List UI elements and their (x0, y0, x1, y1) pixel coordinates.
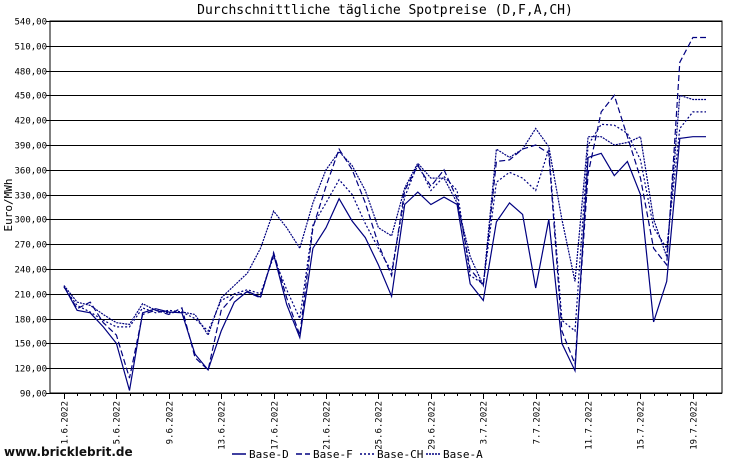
legend: Base-D Base-F Base-CH Base-A (232, 448, 483, 461)
legend-label: Base-CH (377, 448, 423, 461)
x-tick-label: 3.7.2022 (480, 401, 490, 444)
x-tick-label: 19.7.2022 (690, 401, 700, 450)
y-tick-label: 120,00 (14, 365, 47, 375)
plot-frame (49, 20, 723, 394)
x-tick-label: 17.6.2022 (271, 401, 281, 450)
y-tick-label: 330,00 (14, 192, 47, 202)
series-line-base-ch (63, 111, 706, 333)
y-tick-label: 480,00 (14, 68, 47, 78)
y-tick-label: 510,00 (14, 43, 47, 53)
y-tick-label: 90,00 (20, 390, 47, 400)
series-lines (63, 36, 706, 391)
grid-lines (46, 20, 723, 399)
legend-label: Base-A (443, 448, 483, 461)
x-tick-label: 25.6.2022 (375, 401, 385, 450)
x-tick-label: 29.6.2022 (428, 401, 438, 450)
x-tick-label: 5.6.2022 (113, 401, 123, 444)
y-tick-label: 210,00 (14, 291, 47, 301)
y-tick-labels: 90,00 120,00 150,00 180,00 210,00 240,00 270,0… (14, 18, 47, 400)
series-line-base-d (63, 136, 706, 391)
series-line-base-f (63, 36, 706, 379)
y-tick-label: 360,00 (14, 167, 47, 177)
chart-title: Durchschnittliche tägliche Spotpreise (D… (197, 3, 573, 18)
y-tick-label: 420,00 (14, 117, 47, 127)
y-tick-label: 540,00 (14, 18, 47, 28)
y-axis-label: Euro/MWh (2, 179, 15, 232)
y-tick-label: 240,00 (14, 266, 47, 276)
source-label: www.bricklebrit.de (4, 445, 133, 459)
y-tick-label: 450,00 (14, 92, 47, 102)
y-tick-label: 180,00 (14, 316, 47, 326)
x-tick-label: 13.6.2022 (218, 401, 228, 450)
x-tick-label: 9.6.2022 (166, 401, 176, 444)
legend-label: Base-F (313, 448, 353, 461)
x-tick-labels: 1.6.2022 5.6.2022 9.6.2022 13.6.2022 17.6.20… (61, 401, 700, 450)
x-tick-label: 7.7.2022 (533, 401, 543, 444)
y-tick-label: 150,00 (14, 340, 47, 350)
x-tick-label: 11.7.2022 (585, 401, 595, 450)
legend-label: Base-D (249, 448, 289, 461)
x-tick-label: 21.6.2022 (323, 401, 333, 450)
series-line-base-a (63, 94, 706, 337)
y-tick-label: 390,00 (14, 142, 47, 152)
y-tick-label: 300,00 (14, 216, 47, 226)
x-tick-label: 1.6.2022 (61, 401, 71, 444)
y-tick-label: 270,00 (14, 241, 47, 251)
x-tick-label: 15.7.2022 (637, 401, 647, 450)
